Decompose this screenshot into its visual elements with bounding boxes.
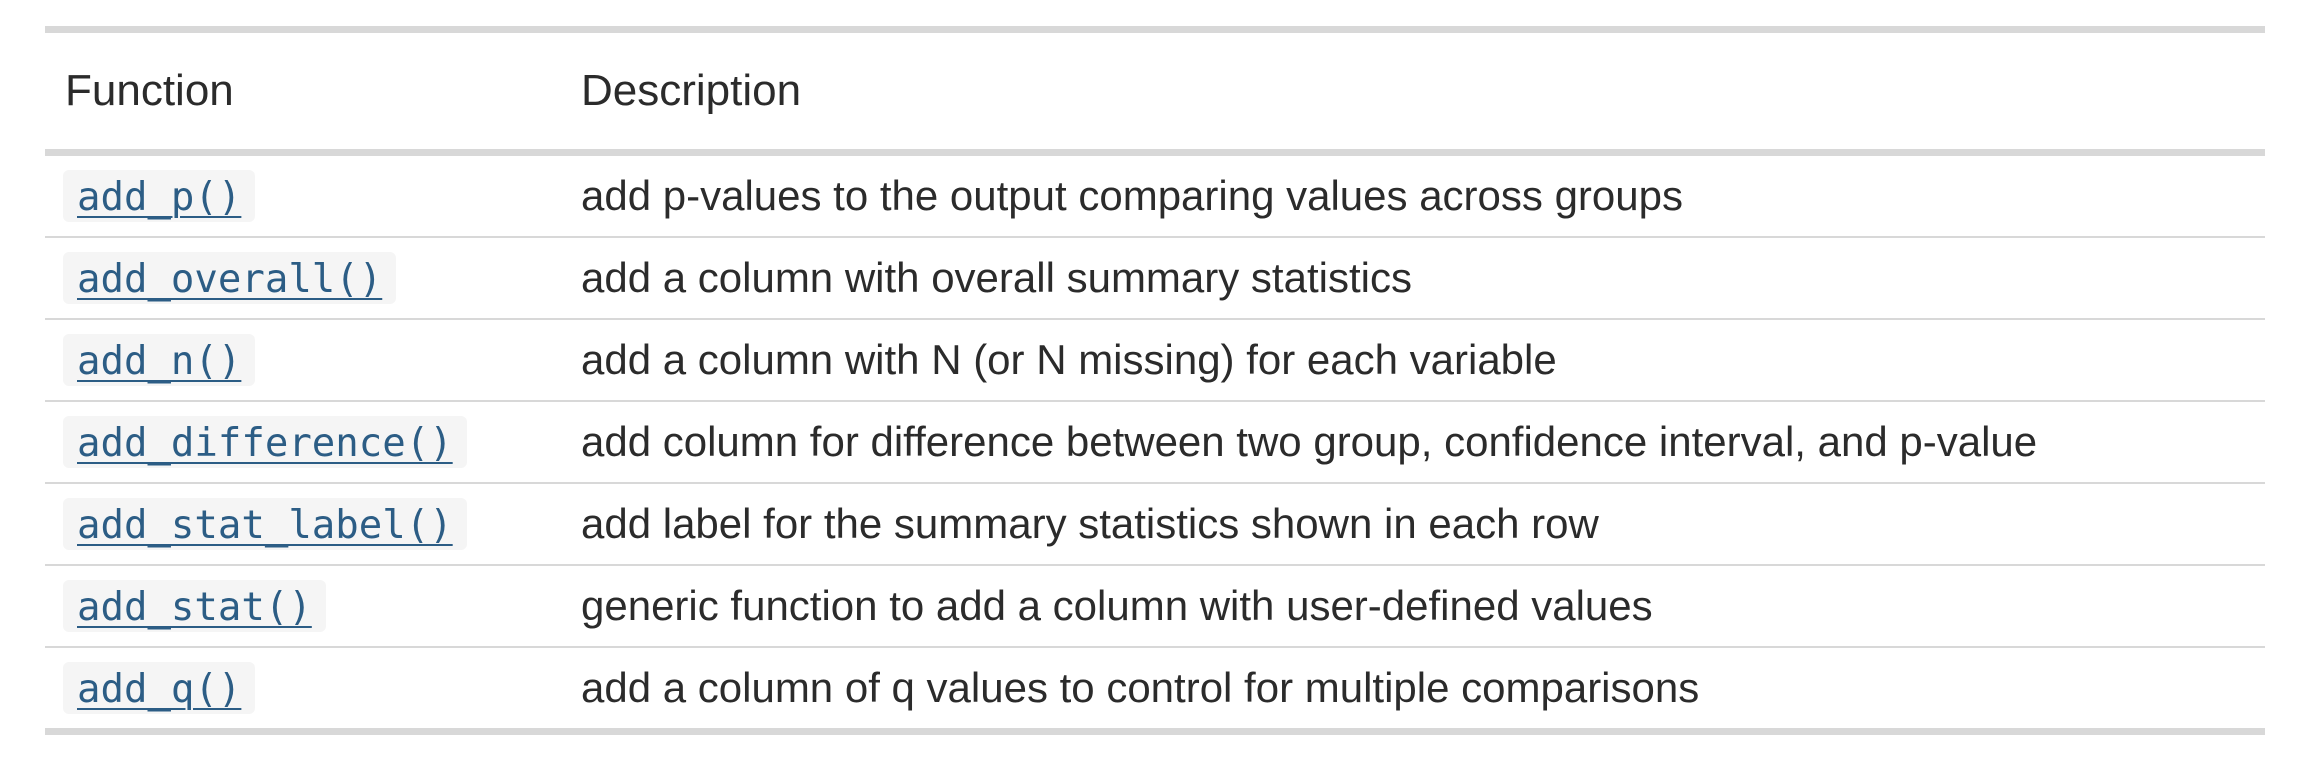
- code-pill: add_stat_label(): [63, 498, 467, 550]
- function-link-add-difference[interactable]: add_difference(): [77, 421, 453, 466]
- header-description: Description: [581, 33, 2265, 156]
- code-pill: add_p(): [63, 170, 256, 222]
- code-pill: add_q(): [63, 662, 256, 714]
- function-cell: add_difference(): [45, 401, 581, 484]
- function-link-add-n[interactable]: add_n(): [77, 339, 242, 384]
- function-link-add-stat[interactable]: add_stat(): [77, 585, 312, 630]
- code-pill: add_stat(): [63, 580, 326, 632]
- function-link-add-q[interactable]: add_q(): [77, 667, 242, 712]
- function-cell: add_p(): [45, 152, 581, 238]
- function-link-add-p[interactable]: add_p(): [77, 175, 242, 220]
- table-row: add_n() add a column with N (or N missin…: [45, 319, 2265, 402]
- function-cell: add_n(): [45, 319, 581, 402]
- description-cell: add column for difference between two gr…: [581, 401, 2265, 484]
- header-function: Function: [45, 33, 581, 156]
- function-link-add-overall[interactable]: add_overall(): [77, 257, 383, 302]
- function-cell: add_overall(): [45, 237, 581, 320]
- code-pill: add_difference(): [63, 416, 467, 468]
- function-table-grid: Function Description add_p() add p-value…: [45, 33, 2265, 728]
- function-table: Function Description add_p() add p-value…: [45, 26, 2265, 735]
- table-row: add_difference() add column for differen…: [45, 401, 2265, 484]
- header-row: Function Description: [45, 33, 2265, 156]
- table-body: add_p() add p-values to the output compa…: [45, 152, 2265, 729]
- table-row: add_stat_label() add label for the summa…: [45, 483, 2265, 566]
- table-row: add_p() add p-values to the output compa…: [45, 152, 2265, 238]
- code-pill: add_overall(): [63, 252, 397, 304]
- table-header: Function Description: [45, 33, 2265, 156]
- description-cell: add p-values to the output comparing val…: [581, 152, 2265, 238]
- description-cell: add a column with overall summary statis…: [581, 237, 2265, 320]
- description-cell: add a column with N (or N missing) for e…: [581, 319, 2265, 402]
- description-cell: add a column of q values to control for …: [581, 664, 1700, 711]
- function-link-add-stat-label[interactable]: add_stat_label(): [77, 503, 453, 548]
- function-cell: add_stat(): [45, 565, 581, 648]
- table-row: add_stat() generic function to add a col…: [45, 565, 2265, 648]
- description-cell: generic function to add a column with us…: [581, 565, 2265, 648]
- table-row: add_q() add a column of q values to cont…: [45, 647, 2265, 728]
- function-cell: add_stat_label(): [45, 483, 581, 566]
- description-cell: add label for the summary statistics sho…: [581, 483, 2265, 566]
- code-pill: add_n(): [63, 334, 256, 386]
- table-row: add_overall() add a column with overall …: [45, 237, 2265, 320]
- function-cell: add_q(): [45, 647, 581, 728]
